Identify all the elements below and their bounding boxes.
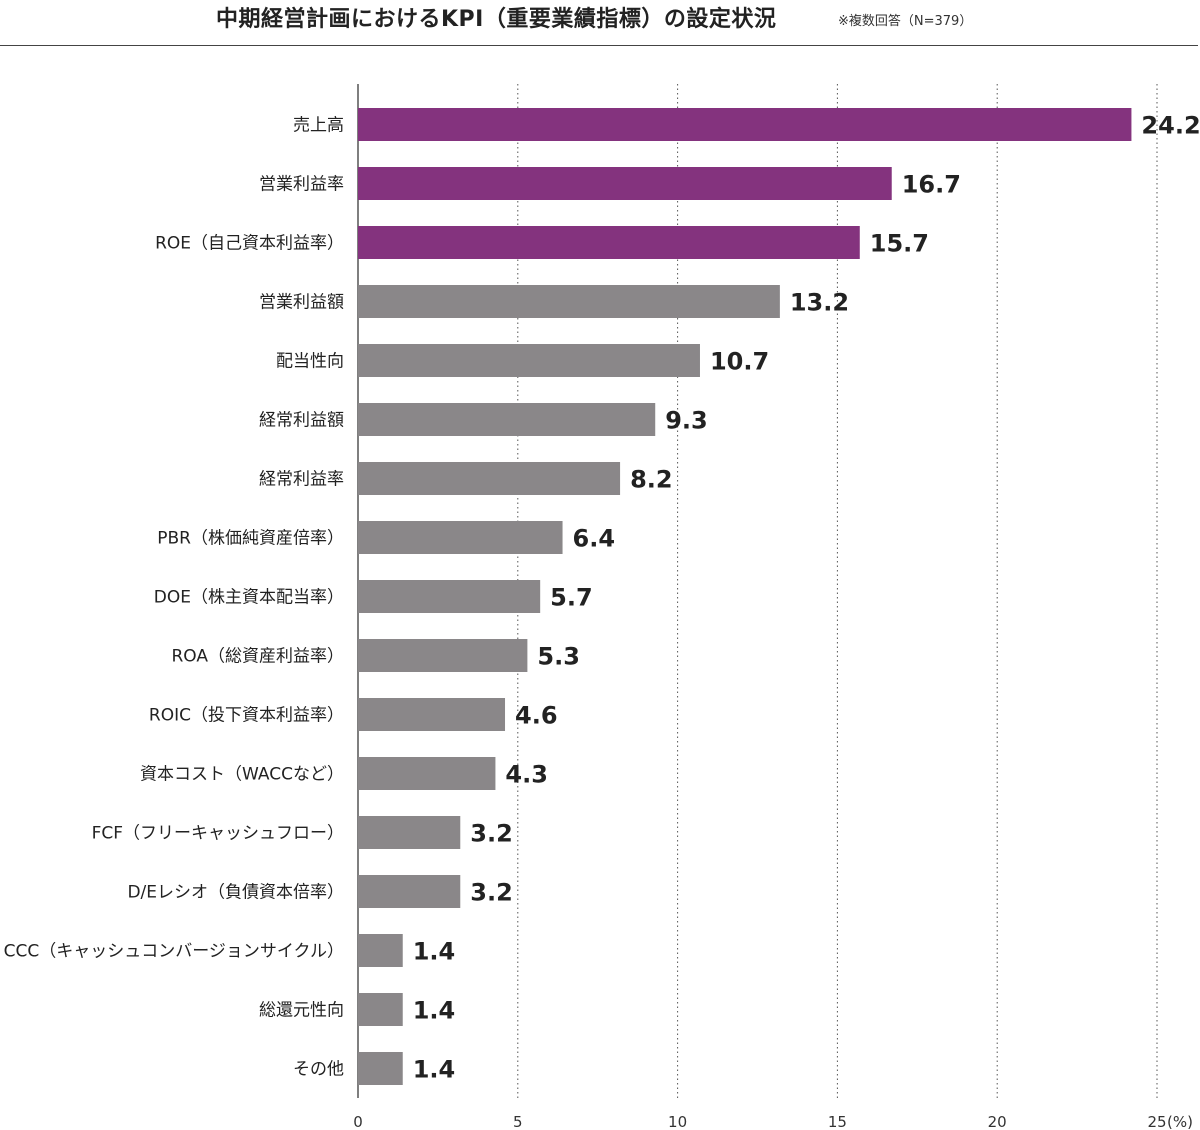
value-label-16: 1.4	[413, 997, 456, 1025]
value-label-1: 24.2	[1141, 112, 1200, 140]
x-axis-ticks: 0 5 10 15 20 25 (%)	[353, 1113, 1193, 1130]
value-label-15: 1.4	[413, 938, 456, 966]
category-label-13: FCF（フリーキャッシュフロー）	[92, 824, 344, 844]
category-label-10: ROA（総資産利益率）	[171, 647, 344, 667]
bar-11	[358, 698, 506, 731]
chart-header: 中期経営計画におけるKPI（重要業績指標）の設定状況 ※複数回答（N=379）	[0, 0, 1200, 46]
value-label-11: 4.6	[515, 702, 558, 730]
category-label-12: 資本コスト（WACCなど）	[140, 765, 344, 785]
x-tick-label-10: 10	[668, 1113, 687, 1130]
bars	[358, 108, 1132, 1085]
x-tick-label-20: 20	[988, 1113, 1007, 1130]
x-axis-unit: (%)	[1167, 1113, 1193, 1130]
bar-8	[358, 521, 563, 554]
bar-4	[358, 285, 780, 318]
category-label-6: 経常利益額	[259, 411, 344, 431]
value-label-7: 8.2	[630, 466, 673, 494]
category-label-8: PBR（株価純資産倍率）	[157, 529, 344, 549]
category-label-15: CCC（キャッシュコンバージョンサイクル）	[4, 942, 344, 962]
value-label-9: 5.7	[550, 584, 593, 612]
category-label-11: ROIC（投下資本利益率）	[149, 706, 344, 726]
bar-10	[358, 639, 528, 672]
category-label-5: 配当性向	[276, 352, 344, 372]
value-label-6: 9.3	[665, 407, 708, 435]
category-label-16: 総還元性向	[259, 1001, 344, 1021]
bar-17	[358, 1052, 403, 1085]
category-label-1: 売上高	[293, 116, 344, 136]
bar-3	[358, 226, 860, 259]
bar-9	[358, 580, 541, 613]
x-tick-label-25: 25	[1147, 1113, 1166, 1130]
bar-15	[358, 934, 403, 967]
bar-14	[358, 875, 461, 908]
value-label-2: 16.7	[902, 171, 961, 199]
x-tick-label-0: 0	[353, 1113, 363, 1130]
value-label-14: 3.2	[470, 879, 513, 907]
category-label-17: その他	[293, 1060, 344, 1080]
value-label-4: 13.2	[790, 289, 849, 317]
sample-note: ※複数回答（N=379）	[838, 14, 973, 29]
chart-title: 中期経営計画におけるKPI（重要業績指標）の設定状況	[216, 7, 777, 32]
bar-2	[358, 167, 892, 200]
value-label-3: 15.7	[870, 230, 929, 258]
category-label-2: 営業利益率	[259, 175, 344, 195]
value-label-10: 5.3	[537, 643, 580, 671]
value-label-8: 6.4	[573, 525, 616, 553]
bar-16	[358, 993, 403, 1026]
bar-13	[358, 816, 461, 849]
x-tick-label-5: 5	[513, 1113, 523, 1130]
bar-5	[358, 344, 700, 377]
value-label-12: 4.3	[505, 761, 548, 789]
value-label-5: 10.7	[710, 348, 769, 376]
category-label-4: 営業利益額	[259, 293, 344, 313]
value-label-17: 1.4	[413, 1056, 456, 1084]
bar-7	[358, 462, 621, 495]
x-tick-label-15: 15	[828, 1113, 847, 1130]
value-label-13: 3.2	[470, 820, 513, 848]
category-label-3: ROE（自己資本利益率）	[155, 234, 344, 254]
category-label-9: DOE（株主資本配当率）	[154, 588, 344, 608]
category-label-14: D/Eレシオ（負債資本倍率）	[127, 883, 344, 903]
bar-1	[358, 108, 1132, 141]
bar-12	[358, 757, 496, 790]
value-labels: 24.2 16.7 15.7 13.2 10.7 9.3 8.2 6.4 5.7 5.3 4.6 4.…	[413, 112, 1200, 1084]
header-rule	[0, 45, 1198, 46]
category-label-7: 経常利益率	[259, 470, 344, 490]
bar-6	[358, 403, 656, 436]
